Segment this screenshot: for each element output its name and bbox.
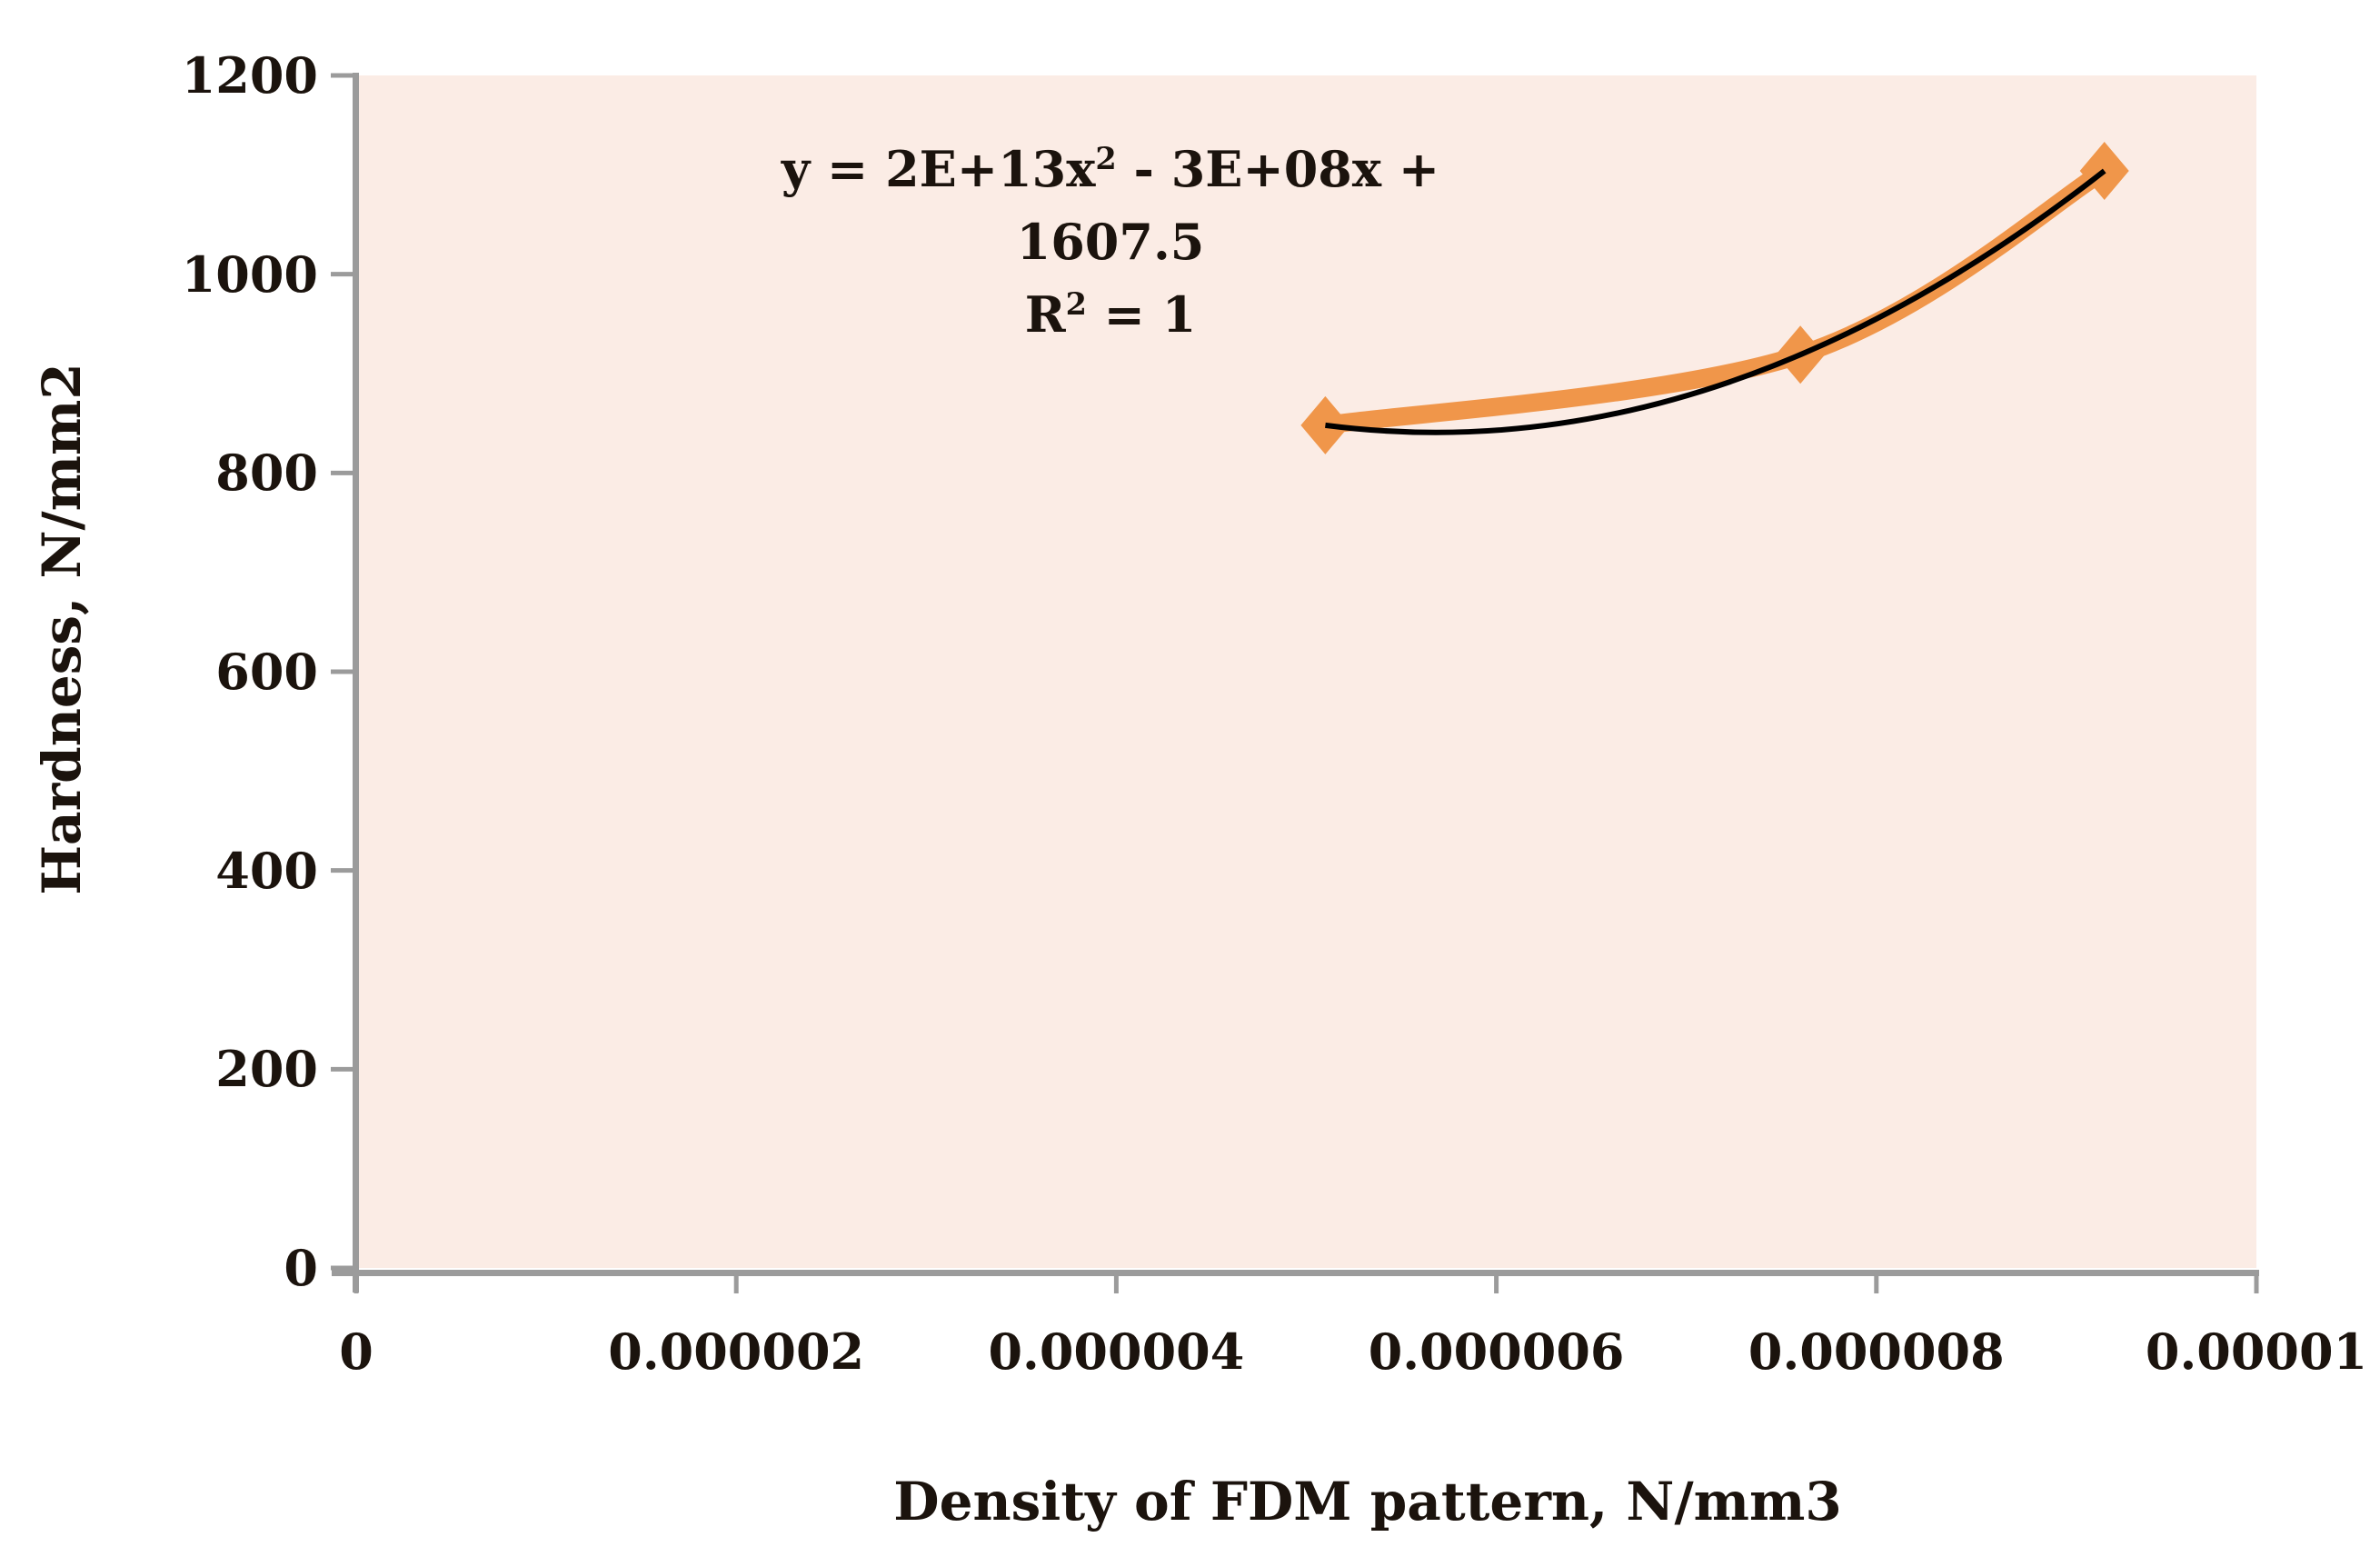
plot-area <box>356 75 2256 1268</box>
x-tick-label: 0.000006 <box>1368 1322 1625 1381</box>
equation-suffix: - 3E+08x + 1607.5 <box>1016 140 1440 271</box>
equation-line: y = 2E+13x2 - 3E+08x + 1607.5 <box>692 133 1529 278</box>
y-tick-label: 600 <box>215 643 318 701</box>
x-tick-label: 0 <box>339 1322 373 1381</box>
y-tick-label: 800 <box>215 444 318 503</box>
r-squared-line: R2 = 1 <box>692 278 1529 351</box>
y-axis-title: Hardness, N/mm2 <box>31 363 93 895</box>
y-tick-label: 400 <box>215 841 318 900</box>
equation-prefix: y = 2E+13x <box>781 140 1096 198</box>
y-tick-label: 200 <box>215 1040 318 1099</box>
y-tick-label: 0 <box>284 1239 318 1297</box>
x-tick-label: 0.00001 <box>2145 1322 2368 1381</box>
x-tick-label: 0.000002 <box>608 1322 865 1381</box>
trendline-equation: y = 2E+13x2 - 3E+08x + 1607.5 R2 = 1 <box>692 133 1529 351</box>
data-point-marker <box>2079 141 2129 200</box>
r-squared-exponent: 2 <box>1065 286 1087 322</box>
y-tick-label: 1200 <box>181 46 318 105</box>
equation-exponent: 2 <box>1095 141 1117 176</box>
x-tick-label: 0.000004 <box>988 1322 1245 1381</box>
x-tick-label: 0.000008 <box>1748 1322 2005 1381</box>
x-axis-title: Density of FDM pattern, N/mm3 <box>893 1471 1842 1532</box>
r-squared-prefix: R <box>1024 285 1066 344</box>
r-squared-suffix: = 1 <box>1086 285 1197 344</box>
y-tick-label: 1000 <box>181 245 318 304</box>
trendline <box>1325 168 2106 435</box>
